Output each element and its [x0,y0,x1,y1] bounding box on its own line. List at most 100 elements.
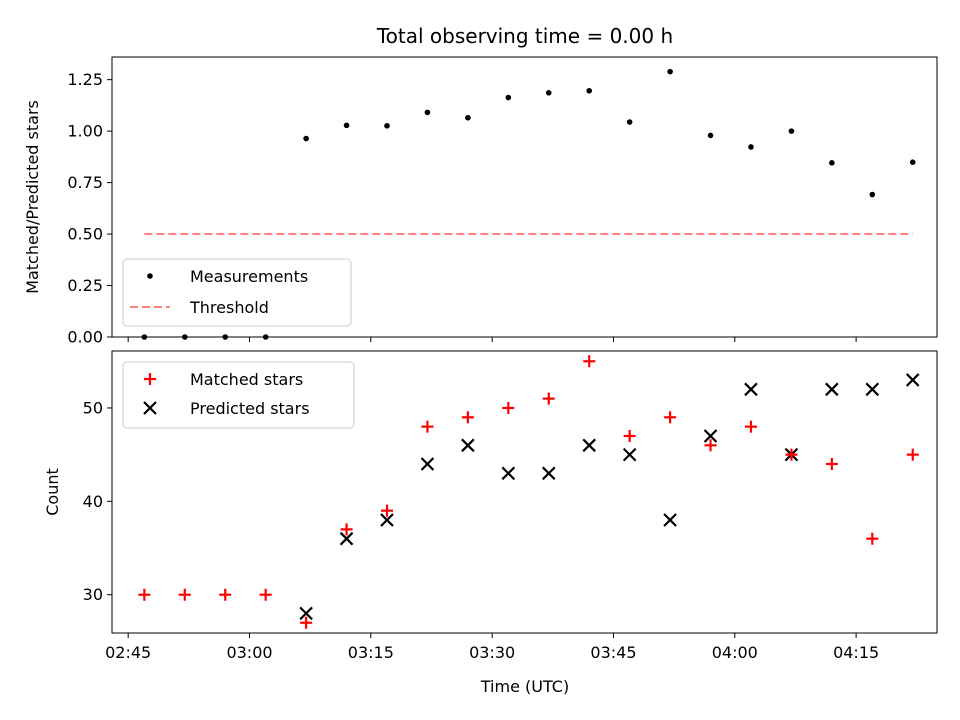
measurement-point [384,122,390,129]
matched-star-point [785,448,798,461]
predicted-star-stroke [582,438,596,453]
bottom-legend-box [122,361,355,429]
matched-star-point [300,616,313,629]
chart-title: Total observing time = 0.00 h [376,24,673,48]
measurement-point [586,87,593,94]
matched-star-point [421,420,434,433]
measurement-point [748,144,754,150]
legend-marker-predicted-stars [143,401,157,415]
top-panel: 0.00 0.25 0.50 0.75 1.00 1.25 Matched/Predict… [23,56,938,347]
predicted-star-point [622,447,637,462]
predicted-star-point [339,531,354,546]
bottom-plot-marks [138,355,920,629]
predicted-star-point [501,466,516,481]
bottom-y-tick-label: 30 [83,585,103,604]
top-y-tick-label: 0.50 [67,225,103,244]
top-legend: Measurements Threshold [122,258,352,327]
predicted-star-point [744,382,758,397]
measurement-point [829,160,835,166]
bottom-x-tick-label: 04:00 [712,643,758,662]
predicted-star-stroke [299,606,313,621]
predicted-star-point [420,457,435,471]
bottom-y-tick-label: 50 [83,398,103,417]
matched-star-point [178,588,191,601]
matched-star-point [542,392,555,405]
bottom-legend: Matched stars Predicted stars [122,361,355,429]
bottom-axes-frame [111,350,938,634]
predicted-star-stroke [420,457,435,471]
matched-star-point [461,411,474,424]
predicted-star-stroke [501,466,516,481]
matched-star-point [906,448,919,461]
measurement-point [303,135,309,142]
bottom-x-tick-label: 03:45 [590,643,636,662]
top-y-tick-label: 0.25 [67,276,103,295]
top-legend-box [122,258,352,327]
measurement-point [424,109,431,116]
matched-star-point [219,588,232,601]
predicted-star-stroke [703,429,718,443]
bottom-axis-ticks: 30 40 50 02:45 03:00 03:15 03:30 03:45 04:00 04:1… [83,398,880,662]
top-plot-marks [141,68,916,340]
predicted-star-stroke [744,382,758,397]
matched-star-point [825,457,838,470]
bottom-panel: 30 40 50 02:45 03:00 03:15 03:30 03:45 04:00 04:1… [43,350,938,696]
matched-star-point [502,401,515,414]
predicted-star-stroke [380,513,394,527]
predicted-star-stroke [622,447,637,462]
legend-label-measurements: Measurements [190,267,308,286]
measurement-point [869,191,876,198]
legend-label-predicted-stars: Predicted stars [190,399,310,418]
measurement-point [788,128,795,134]
measurement-point [465,114,471,121]
top-y-tick-label: 1.00 [67,122,103,141]
predicted-star-stroke [905,373,920,387]
top-y-tick-label: 0.00 [67,328,103,347]
predicted-star-point [582,438,596,453]
predicted-star-point [905,373,920,387]
predicted-star-stroke [865,382,880,397]
legend-marker-measurements [147,273,153,279]
predicted-star-point [663,513,677,527]
predicted-star-stroke [541,466,556,481]
predicted-star-point [299,606,313,621]
top-axes-frame [111,56,938,338]
predicted-star-point [825,382,839,397]
matched-star-point [744,420,757,433]
bottom-x-tick-label: 03:00 [226,643,272,662]
measurement-point [545,90,552,96]
predicted-star-point [703,429,718,443]
measurement-point [667,68,673,75]
top-y-tick-label: 0.75 [67,173,103,192]
matched-star-point [664,411,677,424]
matched-star-point [623,429,636,442]
matched-star-point [259,588,272,601]
predicted-star-point [461,438,475,453]
predicted-star-point [380,513,394,527]
top-y-axis-label: Matched/Predicted stars [23,100,42,294]
bottom-x-tick-label: 02:45 [105,643,151,662]
bottom-x-tick-label: 03:30 [469,643,515,662]
predicted-star-stroke [461,438,475,453]
measurement-point [909,159,916,166]
x-axis-label: Time (UTC) [480,677,569,696]
matched-star-point [704,439,717,452]
matched-star-point [340,523,353,536]
predicted-star-stroke [825,382,839,397]
matched-star-point [866,532,879,545]
measurement-point [707,132,714,139]
legend-label-matched-stars: Matched stars [190,370,303,389]
predicted-star-point [865,382,880,397]
legend-marker-matched-stars [144,373,156,385]
matched-star-point [138,588,151,601]
matched-star-point [381,504,393,517]
top-y-tick-label: 1.25 [67,70,103,89]
matched-star-point [583,355,596,368]
predicted-star-stroke [339,531,354,546]
top-axis-ticks: 0.00 0.25 0.50 0.75 1.00 1.25 [67,70,857,347]
measurement-point [626,119,633,125]
bottom-x-tick-label: 03:15 [348,643,394,662]
predicted-star-stroke [663,513,677,527]
